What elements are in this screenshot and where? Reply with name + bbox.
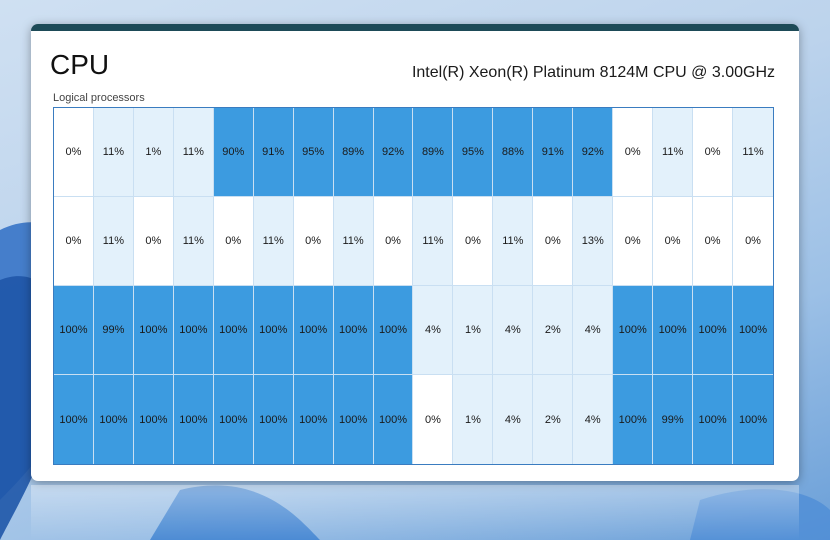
processor-cell: 100% xyxy=(333,286,374,375)
processor-cell: 11% xyxy=(173,108,214,197)
processor-cell: 2% xyxy=(533,286,574,375)
processor-cell: 11% xyxy=(653,108,694,197)
processor-cell: 89% xyxy=(333,108,374,197)
processor-cell: 11% xyxy=(253,197,294,286)
processor-cell: 100% xyxy=(213,286,254,375)
processor-cell: 0% xyxy=(613,197,654,286)
processor-cell: 100% xyxy=(693,375,734,464)
processor-cell: 0% xyxy=(213,197,254,286)
processor-cell: 100% xyxy=(613,375,654,464)
processor-cell: 4% xyxy=(493,286,534,375)
processor-cell: 4% xyxy=(573,375,614,464)
processor-cell: 0% xyxy=(413,375,454,464)
processor-cell: 0% xyxy=(133,197,174,286)
processor-cell: 100% xyxy=(333,375,374,464)
processor-cell: 11% xyxy=(93,108,134,197)
processor-cell: 92% xyxy=(373,108,414,197)
processor-cell: 0% xyxy=(453,197,494,286)
processor-cell: 0% xyxy=(373,197,414,286)
processor-cell: 1% xyxy=(453,375,494,464)
processor-cell: 11% xyxy=(733,108,773,197)
cpu-model-name: Intel(R) Xeon(R) Platinum 8124M CPU @ 3.… xyxy=(411,64,775,81)
processor-cell: 1% xyxy=(453,286,494,375)
processor-cell: 13% xyxy=(573,197,614,286)
processor-cell: 100% xyxy=(173,286,214,375)
processor-cell: 100% xyxy=(54,286,94,375)
processor-cell: 91% xyxy=(533,108,574,197)
processor-cell: 95% xyxy=(453,108,494,197)
processor-cell: 100% xyxy=(173,375,214,464)
processor-cell: 4% xyxy=(493,375,534,464)
processor-cell: 95% xyxy=(293,108,334,197)
logical-processors-label: Logical processors xyxy=(53,92,145,104)
page-title: CPU xyxy=(50,49,110,80)
processor-cell: 0% xyxy=(693,108,734,197)
processor-cell: 11% xyxy=(413,197,454,286)
processor-cell: 4% xyxy=(413,286,454,375)
processor-cell: 92% xyxy=(573,108,614,197)
processor-cell: 100% xyxy=(93,375,134,464)
processor-cell: 100% xyxy=(373,375,414,464)
logical-processors-grid: 0% 11% 1% 11% 90% 91% 95% 89% 92% 89% 95% 88% 91% 92%… xyxy=(53,107,774,465)
processor-cell: 11% xyxy=(333,197,374,286)
processor-cell: 0% xyxy=(613,108,654,197)
processor-cell: 100% xyxy=(133,286,174,375)
processor-cell: 0% xyxy=(54,108,94,197)
processor-cell: 100% xyxy=(733,286,773,375)
processor-cell: 99% xyxy=(653,375,694,464)
processor-cell: 100% xyxy=(213,375,254,464)
processor-cell: 1% xyxy=(133,108,174,197)
processor-cell: 0% xyxy=(293,197,334,286)
processor-cell: 11% xyxy=(493,197,534,286)
processor-cell: 99% xyxy=(93,286,134,375)
processor-cell: 100% xyxy=(54,375,94,464)
cpu-performance-window: CPU Intel(R) Xeon(R) Platinum 8124M CPU … xyxy=(31,24,799,481)
processor-cell: 100% xyxy=(253,286,294,375)
processor-cell: 11% xyxy=(173,197,214,286)
processor-cell: 100% xyxy=(293,375,334,464)
processor-cell: 100% xyxy=(733,375,773,464)
processor-cell: 89% xyxy=(413,108,454,197)
processor-cell: 0% xyxy=(54,197,94,286)
processor-cell: 0% xyxy=(693,197,734,286)
processor-cell: 91% xyxy=(253,108,294,197)
processor-cell: 100% xyxy=(693,286,734,375)
processor-cell: 0% xyxy=(733,197,773,286)
processor-cell: 4% xyxy=(573,286,614,375)
processor-cell: 11% xyxy=(93,197,134,286)
processor-cell: 100% xyxy=(613,286,654,375)
processor-cell: 100% xyxy=(133,375,174,464)
processor-cell: 100% xyxy=(293,286,334,375)
processor-cell: 0% xyxy=(653,197,694,286)
processor-cell: 90% xyxy=(213,108,254,197)
processor-cell: 100% xyxy=(653,286,694,375)
processor-cell: 100% xyxy=(373,286,414,375)
processor-cell: 88% xyxy=(493,108,534,197)
processor-cell: 100% xyxy=(253,375,294,464)
processor-cell: 2% xyxy=(533,375,574,464)
window-reflection xyxy=(31,485,799,540)
processor-cell: 0% xyxy=(533,197,574,286)
